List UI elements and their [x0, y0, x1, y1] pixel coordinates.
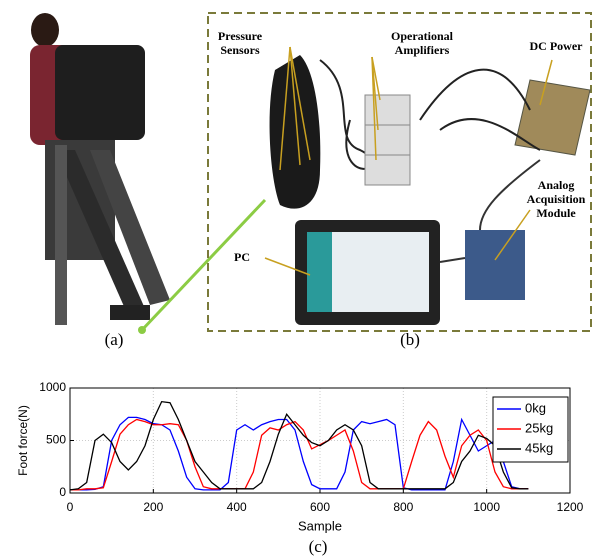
- y-tick-label: 1000: [39, 380, 66, 394]
- legend-label: 25kg: [525, 420, 553, 435]
- figure: (a) (b) (c) PressureSensors OperationalAmpli…: [0, 0, 601, 557]
- y-axis-label: Foot force(N): [16, 405, 30, 476]
- x-tick-label: 800: [393, 500, 413, 514]
- y-tick-label: 500: [46, 433, 66, 447]
- x-tick-label: 1000: [473, 500, 500, 514]
- x-tick-label: 200: [143, 500, 163, 514]
- callout-label: PC: [234, 250, 250, 264]
- panel-label: (a): [105, 330, 124, 349]
- callout-label: DC Power: [530, 39, 584, 53]
- callout-label: Pressure: [218, 29, 263, 43]
- x-tick-label: 600: [310, 500, 330, 514]
- callout-label: Analog: [538, 178, 575, 192]
- x-tick-label: 400: [227, 500, 247, 514]
- callout-label: Module: [536, 206, 576, 220]
- legend-label: 0kg: [525, 400, 546, 415]
- x-axis-label: Sample: [298, 518, 342, 533]
- legend-label: 45kg: [525, 440, 553, 455]
- callout-label: Sensors: [220, 43, 260, 57]
- pointer-line: [142, 200, 265, 330]
- panel-label: (c): [309, 537, 328, 556]
- figure-canvas: (a) (b) (c) PressureSensors OperationalAmpli…: [0, 0, 601, 557]
- pointer-dot: [138, 326, 146, 334]
- photo-a: [30, 13, 170, 325]
- x-tick-label: 1200: [557, 500, 584, 514]
- callout-label: Amplifiers: [395, 43, 450, 57]
- callout-label: Acquisition: [527, 192, 586, 206]
- panel-label: (b): [400, 330, 420, 349]
- x-tick-label: 0: [67, 500, 74, 514]
- y-tick-label: 0: [59, 485, 66, 499]
- callout-label: Operational: [391, 29, 454, 43]
